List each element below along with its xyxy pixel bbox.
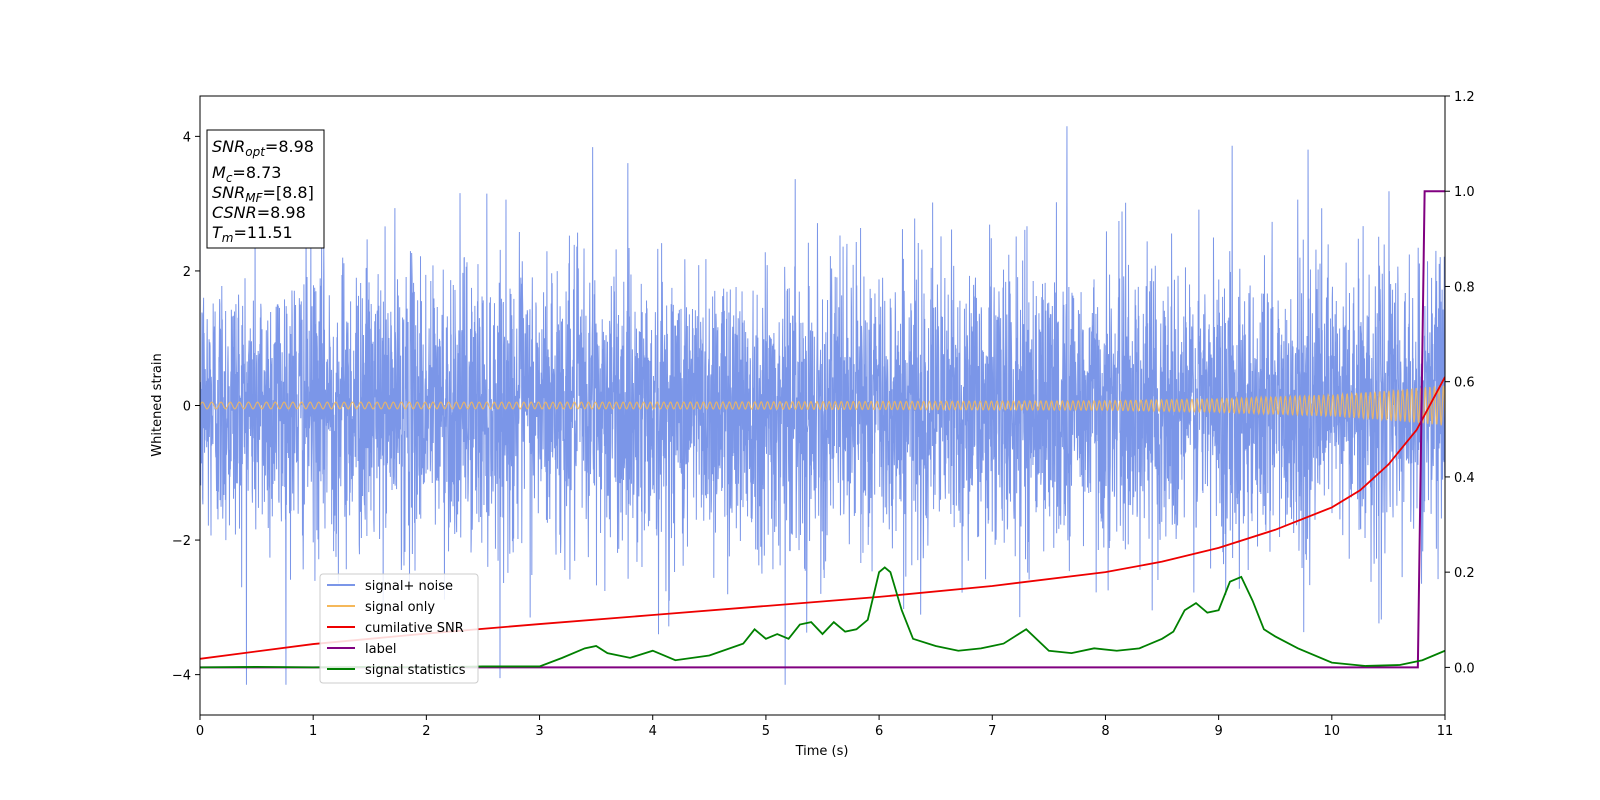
- series-cumulative-snr-line: [200, 376, 1445, 660]
- x-tick-label: 11: [1437, 724, 1454, 739]
- plot-area: [200, 126, 1445, 685]
- series-signal-statistics-line: [200, 566, 1445, 669]
- x-tick-label: 9: [1214, 724, 1222, 739]
- x-tick-label: 0: [196, 724, 204, 739]
- info-mc: Mc=8.73: [212, 163, 281, 185]
- series-signal-noise-line: [200, 126, 1445, 685]
- y-tick-label: 4: [183, 130, 191, 145]
- y-axis-label: Whitened strain: [150, 353, 165, 456]
- info-csnr: CSNR=8.98: [212, 203, 306, 222]
- x-tick-label: 8: [1101, 724, 1109, 739]
- y-tick-label: 0: [183, 400, 191, 415]
- info-box: SNRopt=8.98 Mc=8.73 SNRMF=[8.8] CSNR=8.9…: [206, 129, 325, 249]
- legend-label-cumulative-snr: cumilative SNR: [365, 621, 464, 636]
- x-tick-label: 6: [875, 724, 883, 739]
- series-signal-only-line: [200, 385, 1445, 426]
- info-snr-mf: SNRMF=[8.8]: [212, 183, 314, 205]
- info-csnr-value: =8.98: [257, 203, 306, 222]
- x-axis-label: Time (s): [795, 744, 849, 759]
- legend-label-signal-statistics: signal statistics: [365, 663, 466, 678]
- y2-tick-label: 1.0: [1454, 185, 1475, 200]
- x-tick-label: 4: [649, 724, 657, 739]
- info-mc-sub: c: [226, 171, 233, 185]
- legend-label-signal-only: signal only: [365, 600, 435, 615]
- y-tick-label: −4: [172, 669, 191, 684]
- series-label-line: [200, 190, 1445, 669]
- info-tm: Tm=11.51: [212, 223, 293, 245]
- x-tick-label: 2: [422, 724, 430, 739]
- info-snr-mf-sub: MF: [245, 191, 263, 205]
- x-tick-label: 1: [309, 724, 317, 739]
- legend-label-label: label: [365, 642, 396, 657]
- info-snr-mf-base: SNR: [212, 183, 245, 202]
- info-snr-opt-base: SNR: [212, 137, 245, 156]
- y-tick-label: −2: [172, 534, 191, 549]
- y-tick-label: 2: [183, 265, 191, 280]
- x-tick-label: 5: [762, 724, 770, 739]
- y2-tick-label: 0.6: [1454, 376, 1475, 391]
- info-tm-base: T: [212, 223, 223, 242]
- axes-layer: 0 1 2 3 4 5 6 7 8 9 10 11 −4 −2 0 2 4 0.0 0.2 0.4 0.6 0.8 1.0 1…: [172, 90, 1475, 739]
- info-mc-base: M: [212, 163, 226, 182]
- info-snr-opt-sub: opt: [245, 145, 266, 159]
- info-snr-opt-value: =8.98: [265, 137, 314, 156]
- info-tm-value: =11.51: [233, 223, 292, 242]
- legend-label-signal-noise: signal+ noise: [365, 579, 453, 594]
- x-tick-label: 3: [535, 724, 543, 739]
- info-tm-sub: m: [222, 231, 234, 245]
- x-tick-label: 10: [1324, 724, 1341, 739]
- info-mc-value: =8.73: [232, 163, 281, 182]
- y2-tick-label: 0.8: [1454, 280, 1475, 295]
- x-tick-label: 7: [988, 724, 996, 739]
- info-snr-opt: SNRopt=8.98: [212, 137, 314, 159]
- info-snr-mf-value: =[8.8]: [263, 183, 314, 202]
- y2-tick-label: 0.0: [1454, 661, 1475, 676]
- y2-tick-label: 0.2: [1454, 566, 1475, 581]
- y2-tick-label: 0.4: [1454, 471, 1475, 486]
- legend: signal+ noise signal only cumilative SNR…: [319, 573, 479, 684]
- legend-frame: [319, 573, 479, 684]
- info-csnr-base: CSNR: [212, 203, 257, 222]
- y2-tick-label: 1.2: [1454, 90, 1475, 105]
- info-box-frame: [206, 129, 325, 249]
